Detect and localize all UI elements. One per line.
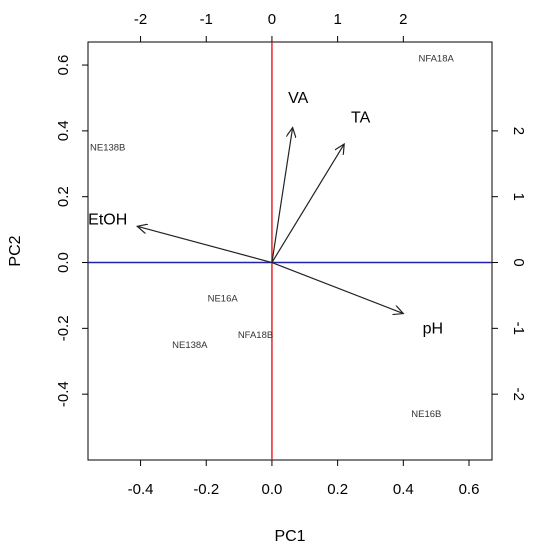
top-tick-label: 0 — [268, 11, 276, 28]
loading-arrow — [271, 144, 344, 263]
top-tick-label: 2 — [399, 11, 407, 28]
y-tick-label: -0.4 — [55, 381, 72, 407]
x-tick-label: 0.2 — [327, 481, 348, 498]
loading-label: pH — [423, 320, 443, 337]
y-tick-label: 0.4 — [55, 120, 72, 141]
loading-arrow — [271, 261, 403, 314]
top-tick-label: 1 — [333, 11, 341, 28]
top-tick-label: -1 — [200, 11, 213, 28]
y-axis-title: PC2 — [7, 235, 24, 266]
loading-arrow — [137, 226, 273, 264]
y-tick-label: -0.2 — [55, 315, 72, 341]
sample-label: NE16B — [411, 409, 441, 420]
loading-label: TA — [351, 110, 371, 127]
x-tick-label: 0.4 — [393, 481, 414, 498]
right-tick-label: 1 — [510, 193, 527, 201]
sample-label: NE16A — [208, 294, 239, 305]
right-tick-label: 2 — [510, 127, 527, 135]
x-tick-label: 0.0 — [262, 481, 283, 498]
x-axis-title: PC1 — [274, 528, 305, 545]
sample-label: NE138B — [90, 142, 125, 153]
loading-label: EtOH — [88, 212, 127, 229]
right-tick-label: -1 — [510, 322, 527, 335]
right-tick-label: -2 — [510, 388, 527, 401]
sample-label: NE138A — [172, 340, 208, 351]
plot-frame — [87, 41, 493, 461]
plot-area: -0.4 -0.2 0.0 0.2 0.4 0.6 -0.4 -0.2 0.0 0.2 0.4 0.6… — [55, 11, 527, 498]
x-tick-label: 0.6 — [459, 481, 480, 498]
loading-label: VA — [288, 90, 308, 107]
y-tick-label: 0.0 — [55, 252, 72, 273]
loading-arrow — [271, 128, 293, 263]
y-tick-label: 0.2 — [55, 186, 72, 207]
sample-label: NFA18A — [418, 53, 454, 64]
x-tick-label: -0.2 — [193, 481, 219, 498]
top-tick-label: -2 — [134, 11, 147, 28]
x-tick-label: -0.4 — [128, 481, 154, 498]
sample-label: NFA18B — [238, 330, 273, 341]
right-tick-label: 0 — [510, 258, 527, 266]
y-tick-label: 0.6 — [55, 55, 72, 76]
